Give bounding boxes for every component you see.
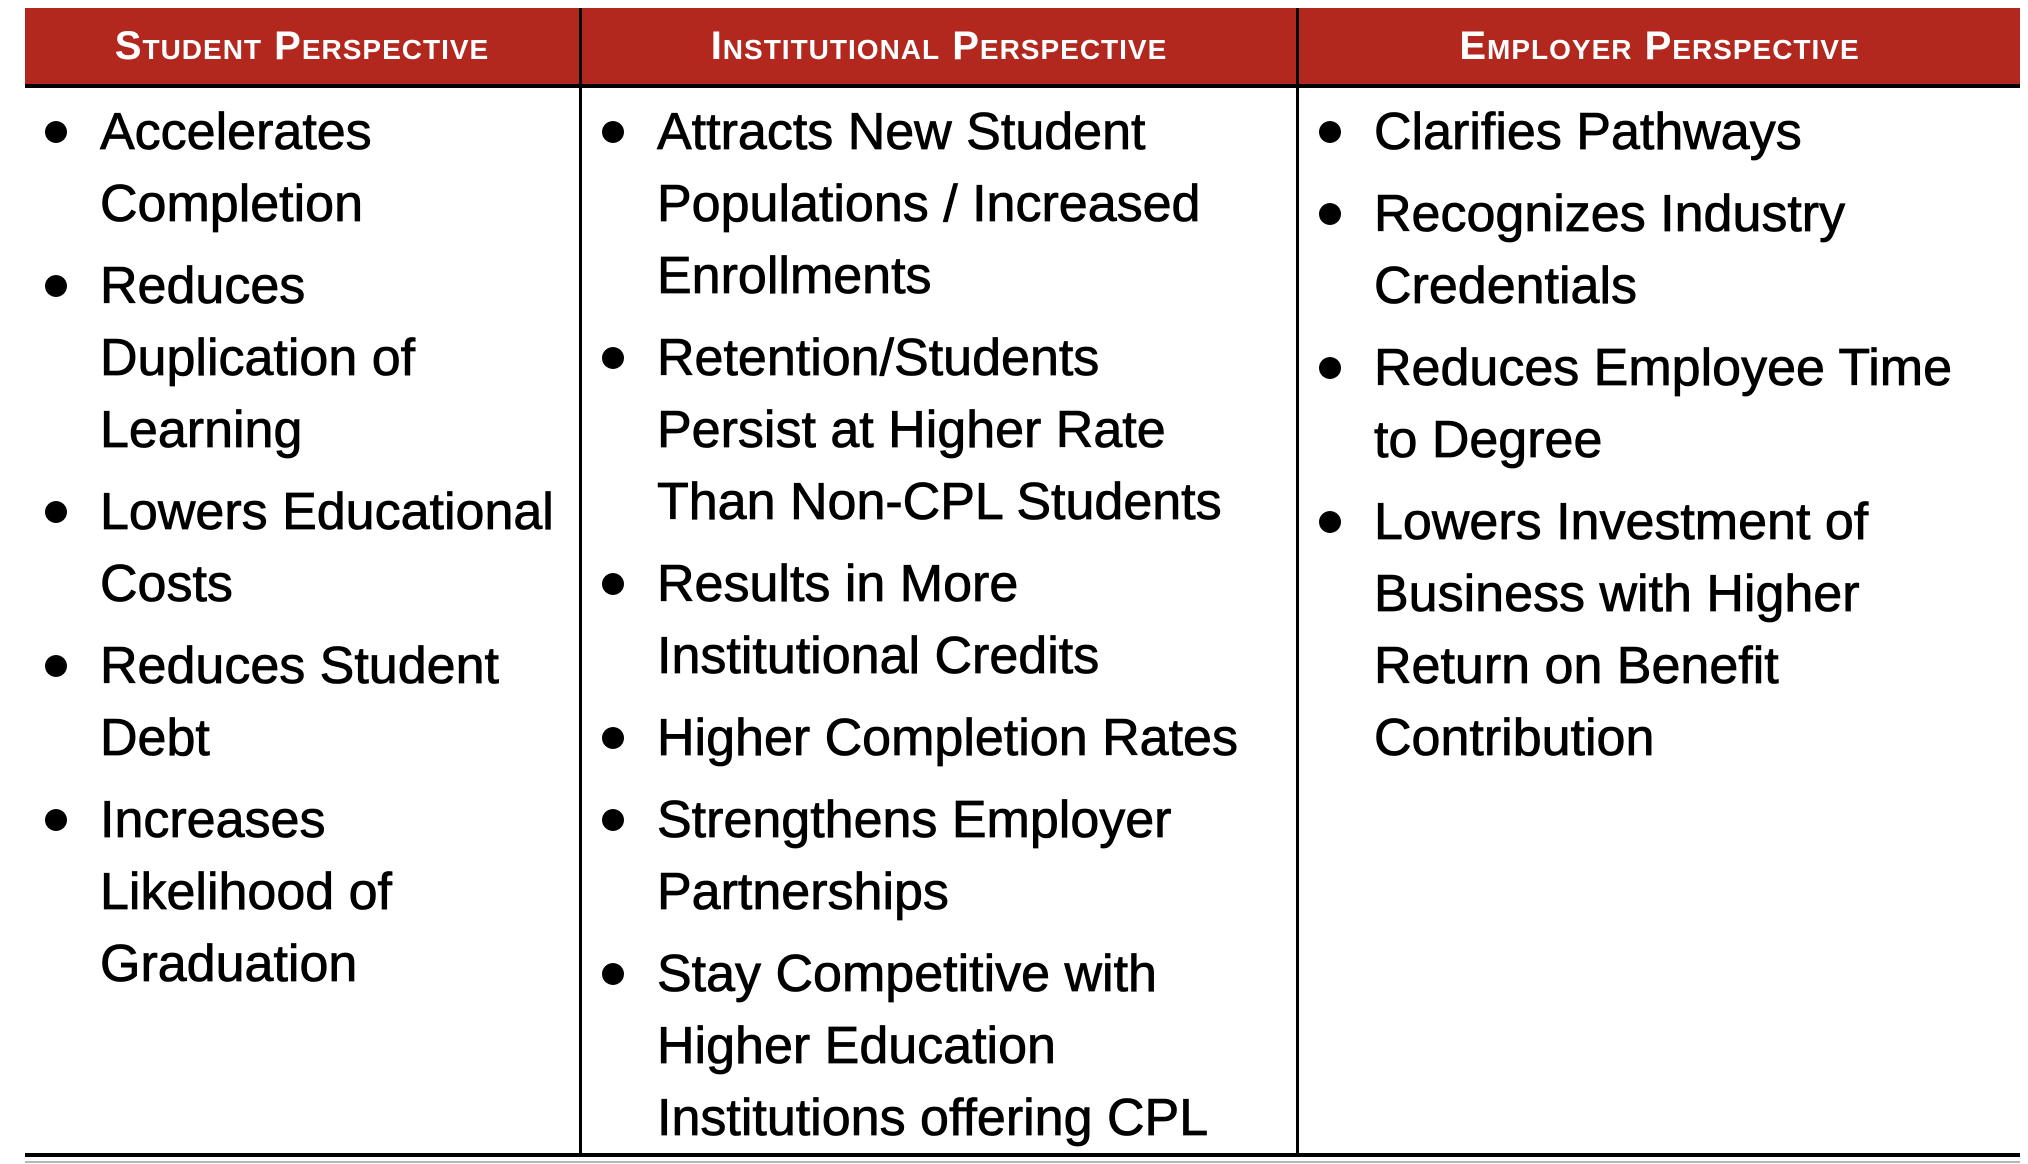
employer-perspective-list: Clarifies Pathways Recognizes Industry C…	[1299, 88, 2020, 774]
header-student-perspective: Student Perspective	[25, 8, 579, 88]
list-item-text: Reduces Employee Time to Degree	[1374, 339, 1953, 470]
bullet-icon	[602, 727, 624, 749]
list-item-text: Accelerates Completion	[100, 103, 372, 234]
list-item-text: Strengthens Employer Partnerships	[657, 791, 1172, 922]
list-item: Lowers Investment of Business with Highe…	[1299, 486, 2020, 774]
list-item-text: Clarifies Pathways	[1374, 103, 1803, 162]
perspectives-table: Student Perspective Accelerates Completi…	[25, 8, 2020, 1157]
bullet-icon	[602, 963, 624, 985]
list-item-text: Stay Competitive with Higher Education I…	[657, 945, 1209, 1148]
list-item: Reduces Employee Time to Degree	[1299, 332, 2020, 476]
list-item: Clarifies Pathways	[1299, 96, 2020, 168]
list-item: Stay Competitive with Higher Education I…	[582, 938, 1296, 1153]
list-item: Accelerates Completion	[25, 96, 579, 240]
list-item: Lowers Educational Costs	[25, 476, 579, 620]
bullet-icon	[602, 809, 624, 831]
header-institutional-perspective: Institutional Perspective	[582, 8, 1296, 88]
bullet-icon	[1319, 357, 1341, 379]
employer-perspective-body: Clarifies Pathways Recognizes Industry C…	[1299, 88, 2020, 1153]
list-item: Reduces Duplication of Learning	[25, 250, 579, 466]
bullet-icon	[602, 347, 624, 369]
list-item-text: Higher Completion Rates	[657, 709, 1239, 768]
bullet-icon	[1319, 203, 1341, 225]
column-student-perspective: Student Perspective Accelerates Completi…	[25, 8, 582, 1153]
bullet-icon	[602, 573, 624, 595]
list-item-text: Retention/Students Persist at Higher Rat…	[657, 329, 1222, 532]
list-item-text: Reduces Student Debt	[100, 637, 500, 768]
bullet-icon	[602, 121, 624, 143]
list-item-text: Recognizes Industry Credentials	[1374, 185, 1846, 316]
bullet-icon	[1319, 121, 1341, 143]
list-item: Results in More Institutional Credits	[582, 548, 1296, 692]
list-item-text: Increases Likelihood of Graduation	[100, 791, 393, 994]
list-item: Reduces Student Debt	[25, 630, 579, 774]
list-item: Retention/Students Persist at Higher Rat…	[582, 322, 1296, 538]
bullet-icon	[45, 275, 67, 297]
bullet-icon	[45, 655, 67, 677]
institutional-perspective-body: Attracts New Student Populations / Incre…	[582, 88, 1296, 1153]
list-item: Strengthens Employer Partnerships	[582, 784, 1296, 928]
list-item-text: Reduces Duplication of Learning	[100, 257, 416, 460]
list-item: Recognizes Industry Credentials	[1299, 178, 2020, 322]
list-item-text: Attracts New Student Populations / Incre…	[657, 103, 1201, 306]
list-item: Increases Likelihood of Graduation	[25, 784, 579, 1000]
bullet-icon	[45, 809, 67, 831]
list-item-text: Lowers Investment of Business with Highe…	[1374, 493, 1869, 768]
list-item-text: Lowers Educational Costs	[100, 483, 555, 614]
institutional-perspective-list: Attracts New Student Populations / Incre…	[582, 88, 1296, 1153]
student-perspective-list: Accelerates Completion Reduces Duplicati…	[25, 88, 579, 1000]
bullet-icon	[45, 121, 67, 143]
bullet-icon	[45, 501, 67, 523]
column-employer-perspective: Employer Perspective Clarifies Pathways …	[1299, 8, 2020, 1153]
list-item: Higher Completion Rates	[582, 702, 1296, 774]
list-item: Attracts New Student Populations / Incre…	[582, 96, 1296, 312]
bullet-icon	[1319, 511, 1341, 533]
list-item-text: Results in More Institutional Credits	[657, 555, 1100, 686]
column-institutional-perspective: Institutional Perspective Attracts New S…	[582, 8, 1299, 1153]
student-perspective-body: Accelerates Completion Reduces Duplicati…	[25, 88, 579, 1153]
header-employer-perspective: Employer Perspective	[1299, 8, 2020, 88]
bottom-hairline	[25, 1161, 2020, 1163]
